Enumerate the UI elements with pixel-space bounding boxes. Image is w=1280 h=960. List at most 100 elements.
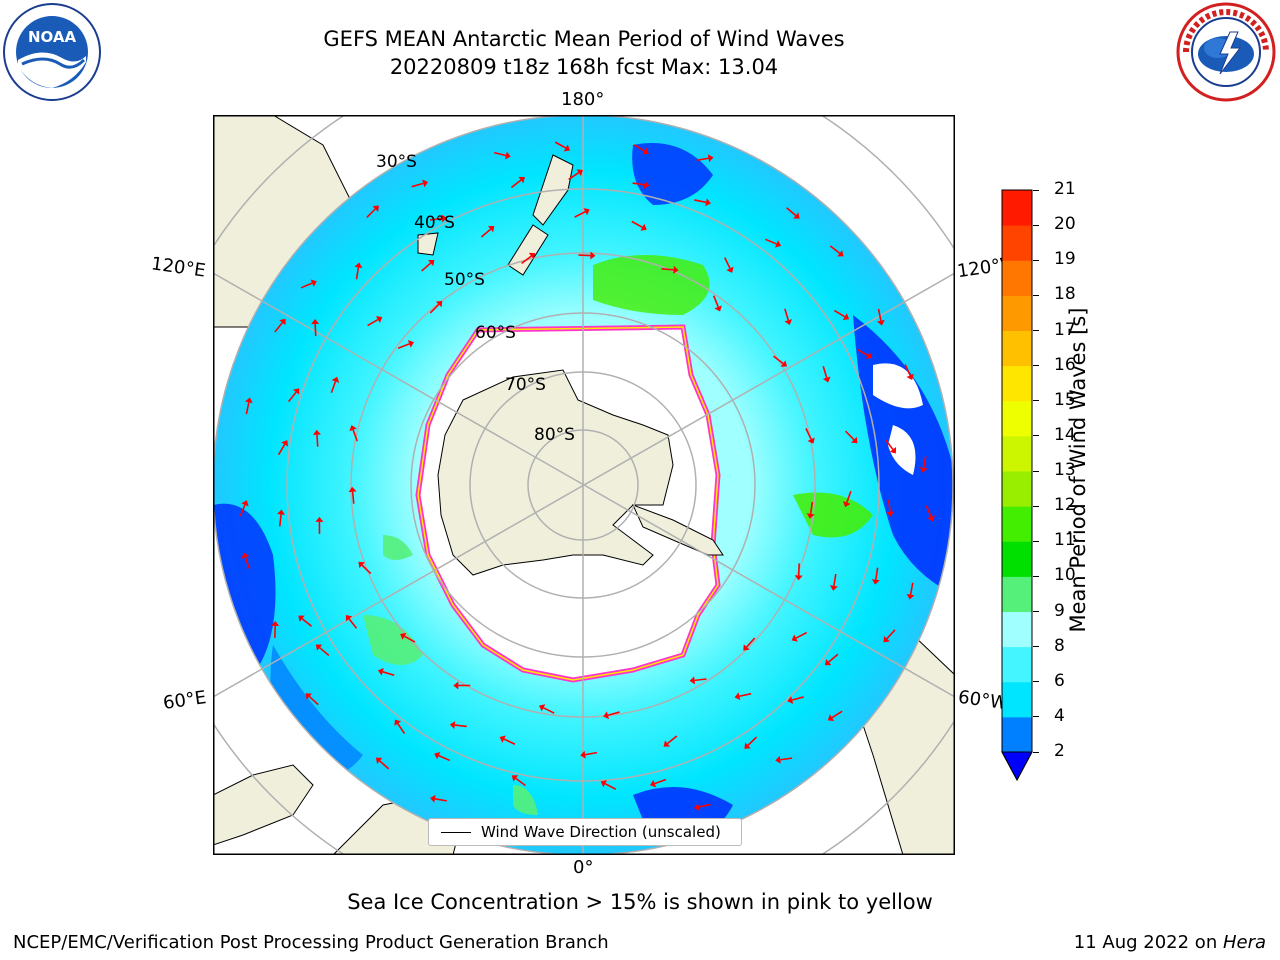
wind-arrow-head — [824, 658, 832, 666]
wind-arrow-shaft — [301, 618, 313, 627]
wind-arrow-head — [583, 208, 590, 216]
wind-arrow-head — [348, 486, 357, 493]
colorbar-tick-mark — [1033, 435, 1039, 437]
wind-arrow-shaft — [480, 228, 492, 238]
wind-arrow-head — [780, 360, 788, 367]
wind-arrow-head — [889, 447, 897, 454]
wind-arrow-head — [292, 388, 300, 395]
wind-arrow-head — [906, 593, 915, 600]
wind-arrow-head — [298, 615, 305, 622]
wind-arrow-shaft — [585, 751, 598, 756]
wind-arrow-shaft — [348, 618, 358, 629]
wind-arrow-shaft — [434, 798, 447, 802]
wind-arrow-shaft — [454, 724, 467, 728]
colorbar-band — [1002, 365, 1032, 402]
wind-arrow-head — [563, 144, 571, 152]
wind-arrow-head — [580, 750, 586, 759]
lat-label-60s: 60°S — [475, 323, 516, 343]
wind-arrow-shaft — [696, 157, 709, 162]
wind-arrow-shaft — [694, 199, 707, 204]
wind-arrow-head — [827, 714, 835, 722]
wind-arrow-shaft — [245, 402, 250, 415]
colorbar-tick-label: 18 — [1054, 284, 1076, 305]
colorbar-tick-mark — [1033, 189, 1039, 191]
wind-arrow-head — [871, 579, 880, 585]
wind-arrow-head — [576, 169, 583, 177]
wind-arrow-head — [499, 735, 506, 743]
colorbar-tick-label: 14 — [1054, 424, 1076, 445]
wind-arrow-shaft — [351, 491, 355, 504]
wind-arrow-head — [315, 644, 323, 651]
wind-arrow-shaft — [429, 303, 440, 314]
wind-arrow-shaft — [747, 736, 758, 746]
wind-arrow-head — [794, 575, 803, 581]
footer-date: 11 Aug 2022 on — [1073, 932, 1223, 953]
wind-arrow-shaft — [404, 635, 416, 643]
wind-arrow-shaft — [277, 444, 286, 456]
wind-arrow-head — [663, 740, 670, 747]
wind-arrow-shaft — [834, 309, 846, 318]
colorbar-tick-mark — [1033, 400, 1039, 402]
colorbar-tick-mark — [1033, 751, 1039, 753]
wind-arrow-shaft — [780, 757, 793, 761]
colorbar-band — [1002, 471, 1032, 507]
wind-arrow-shaft — [765, 238, 777, 245]
colorbar-band — [1002, 576, 1032, 612]
colorbar-band — [1002, 225, 1032, 261]
colorbar — [1001, 189, 1033, 782]
antarctic-peninsula-land — [632, 504, 724, 556]
wind-arrow-shaft — [510, 179, 522, 189]
colorbar-tick-label: 16 — [1054, 354, 1076, 375]
wind-arrow-shaft — [300, 282, 313, 289]
wind-arrow-shaft — [314, 323, 317, 337]
wind-arrow-head — [349, 425, 357, 432]
wind-arrow-head — [430, 794, 436, 803]
wind-arrow-head — [806, 513, 815, 519]
wind-arrow-shaft — [554, 141, 567, 149]
wind-arrow-shaft — [828, 653, 839, 663]
wind-arrow-shaft — [875, 567, 879, 580]
wind-arrow-shaft — [844, 430, 855, 441]
wind-arrow-head — [734, 692, 741, 701]
wind-arrows — [239, 141, 935, 832]
wind-arrow-head — [807, 437, 815, 444]
map-frame — [213, 115, 955, 855]
colorbar-band — [1002, 611, 1032, 648]
wind-arrow-head — [434, 751, 441, 760]
wind-arrow-head — [642, 147, 649, 155]
wind-arrow-head — [649, 779, 657, 788]
noaa-logo-text: NOAA — [28, 28, 77, 46]
wind-arrow-head — [354, 262, 363, 269]
wind-arrow-shaft — [355, 267, 360, 280]
nws-logo — [1176, 2, 1276, 102]
wind-arrow-shaft — [382, 671, 395, 676]
wind-arrow-head — [539, 704, 546, 712]
wind-arrow-head — [726, 266, 734, 273]
wind-arrow-head — [842, 313, 850, 321]
wind-arrow-shaft — [397, 343, 410, 349]
wind-arrow-shaft — [274, 322, 284, 333]
lat-label-80s: 80°S — [534, 425, 575, 445]
wind-arrow-shaft — [379, 760, 390, 770]
colorbar-band — [1002, 330, 1032, 367]
wind-arrow-shaft — [574, 210, 586, 218]
wind-arrow-head — [883, 635, 890, 643]
wind-arrow-shaft — [856, 348, 869, 357]
lon-label-upper-left: 120°E — [149, 253, 207, 282]
lat-label-30s: 30°S — [376, 152, 417, 172]
wind-arrow-shaft — [367, 318, 379, 327]
wind-arrow-head — [422, 179, 429, 188]
wind-arrow-head — [822, 376, 831, 383]
wind-arrow-shaft — [316, 434, 319, 447]
wind-arrow-head — [774, 240, 782, 248]
wind-arrow-shaft — [712, 295, 719, 308]
wind-arrow-shaft — [885, 439, 894, 450]
sea-ice-note: Sea Ice Concentration > 15% is shown in … — [347, 890, 933, 914]
colorbar-tick-label: 17 — [1054, 319, 1076, 340]
wind-arrow-shaft — [909, 582, 914, 595]
wind-arrow-head — [528, 252, 536, 260]
wind-arrow-head — [775, 755, 781, 764]
wind-arrow-shaft — [429, 217, 443, 221]
colorbar-tick-mark — [1033, 294, 1039, 296]
colorbar-extend-triangle — [1001, 751, 1033, 782]
